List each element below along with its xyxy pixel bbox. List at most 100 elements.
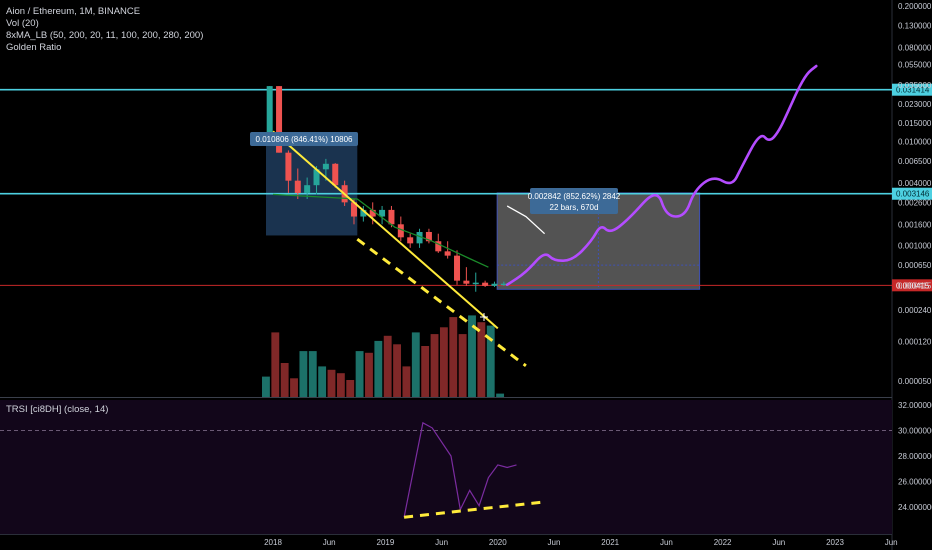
price-tick-label: 0.001600 <box>898 220 932 229</box>
candles <box>266 86 507 292</box>
measure-label-1-background <box>250 132 358 146</box>
measure-label-2-line2: 22 bars, 670d <box>550 203 599 212</box>
rsi-indicator-label[interactable]: TRSI [ci8DH] (close, 14) <box>6 404 109 415</box>
price-tick-label: 0.023000 <box>898 100 932 109</box>
volume-bar <box>393 344 401 397</box>
measure-label-1: 0.010806 (846.41%) 10806 <box>256 135 354 144</box>
candle-body <box>350 202 357 217</box>
time-tick-label: Jun <box>548 538 561 547</box>
candle-body <box>360 209 367 217</box>
time-tick-label: 2023 <box>826 538 844 547</box>
volume-bar <box>346 380 355 397</box>
price-tag-label: 0.031414 <box>896 86 930 95</box>
candle-body <box>454 255 461 281</box>
price-tag-label: 0.003146 <box>896 190 930 199</box>
price-tick-label: 0.080000 <box>898 43 932 52</box>
price-tick-label: 0.015000 <box>898 119 932 128</box>
candle-body <box>397 224 404 238</box>
volume-bar <box>336 373 345 397</box>
candle-body <box>463 280 470 284</box>
candle-body <box>266 86 273 134</box>
price-tick-label: 0.000650 <box>898 261 932 270</box>
price-tag-background <box>892 279 932 292</box>
time-tick-label: 2021 <box>601 538 619 547</box>
price-tag-background <box>892 83 932 96</box>
volume-bar <box>290 378 298 397</box>
candle-body <box>322 163 329 170</box>
overlay-lines <box>272 64 818 367</box>
measure-label-2-background <box>530 188 618 214</box>
volume-indicator-label[interactable]: Vol (20) <box>6 18 39 29</box>
price-tick-label: 0.130000 <box>898 21 932 30</box>
golden-ratio-label[interactable]: Golden Ratio <box>6 42 62 53</box>
volume-bar <box>374 340 383 397</box>
rsi-pane <box>0 421 892 519</box>
volume-bar <box>468 315 476 397</box>
price-tick-label: 0.002600 <box>898 198 932 207</box>
volume-bar <box>430 334 439 397</box>
volume-bar <box>383 335 392 397</box>
candle-body <box>369 209 376 217</box>
price-axis[interactable]: 0.200000 0.130000 0.080000 0.055000 0.035000… <box>898 2 932 512</box>
volume-bar <box>308 351 317 397</box>
time-tick-label: Jun <box>885 538 898 547</box>
candle-body <box>304 185 311 193</box>
candle-body <box>313 169 320 186</box>
trendline-dashed <box>356 238 527 367</box>
price-tick-label: 0.000120 <box>898 337 932 346</box>
price-tag-background <box>892 187 932 200</box>
candle-body <box>294 180 301 193</box>
candle-body <box>491 283 498 286</box>
trendline-solid <box>272 130 499 330</box>
time-axis[interactable]: 2018 Jun 2019 Jun 2020 Jun 2021 Jun 2022 Jun 2023 J… <box>264 538 898 547</box>
volume-bar <box>271 332 280 397</box>
candle-body <box>407 237 414 244</box>
candle-body <box>482 282 489 286</box>
candle-body <box>388 209 395 225</box>
volume-bar <box>477 322 486 397</box>
volume-bar <box>262 376 270 397</box>
volume-bar <box>486 325 495 397</box>
price-tick-label: 0.035000 <box>898 81 932 90</box>
time-tick-label: 2019 <box>377 538 395 547</box>
ma-line-white <box>506 205 546 235</box>
ma-indicator-label[interactable]: 8xMA_LB (50, 200, 20, 11, 100, 200, 280,… <box>6 30 204 41</box>
candle-body <box>500 283 507 286</box>
price-tag-label: 0.000415 <box>896 281 930 290</box>
symbol-title[interactable]: Aion / Ethereum, 1M, BINANCE <box>6 6 141 17</box>
price-tick-label: 0.000050 <box>898 377 932 386</box>
volume-bar <box>318 366 327 397</box>
volume-bar <box>280 363 289 397</box>
projection-line <box>505 64 818 287</box>
candle-body <box>276 86 283 153</box>
volume-bar <box>496 393 505 397</box>
ma-line-green <box>272 193 489 268</box>
price-tick-label: 0.010000 <box>898 137 932 146</box>
time-tick-label: Jun <box>660 538 673 547</box>
price-tick-label: 0.004000 <box>898 179 932 188</box>
time-tick-label: Jun <box>323 538 336 547</box>
price-tick-label: 0.006500 <box>898 157 932 166</box>
time-tick-label: 2022 <box>714 538 732 547</box>
time-tick-label: 2018 <box>264 538 282 547</box>
volume-bar <box>411 332 420 397</box>
horizontal-levels: 0.031414 0.003146 0.000415 <box>0 83 932 292</box>
candle-body <box>416 231 423 244</box>
volume-bar <box>299 351 308 397</box>
volume-bars <box>262 315 505 397</box>
price-tick-label: 0.200000 <box>898 2 932 11</box>
volume-bar <box>449 317 458 397</box>
volume-bar <box>355 351 364 397</box>
candle-body <box>472 282 479 285</box>
candle-body <box>425 231 432 242</box>
rsi-line <box>403 421 517 518</box>
volume-bar <box>421 346 430 397</box>
candle-body <box>379 209 386 217</box>
time-tick-label: Jun <box>772 538 785 547</box>
